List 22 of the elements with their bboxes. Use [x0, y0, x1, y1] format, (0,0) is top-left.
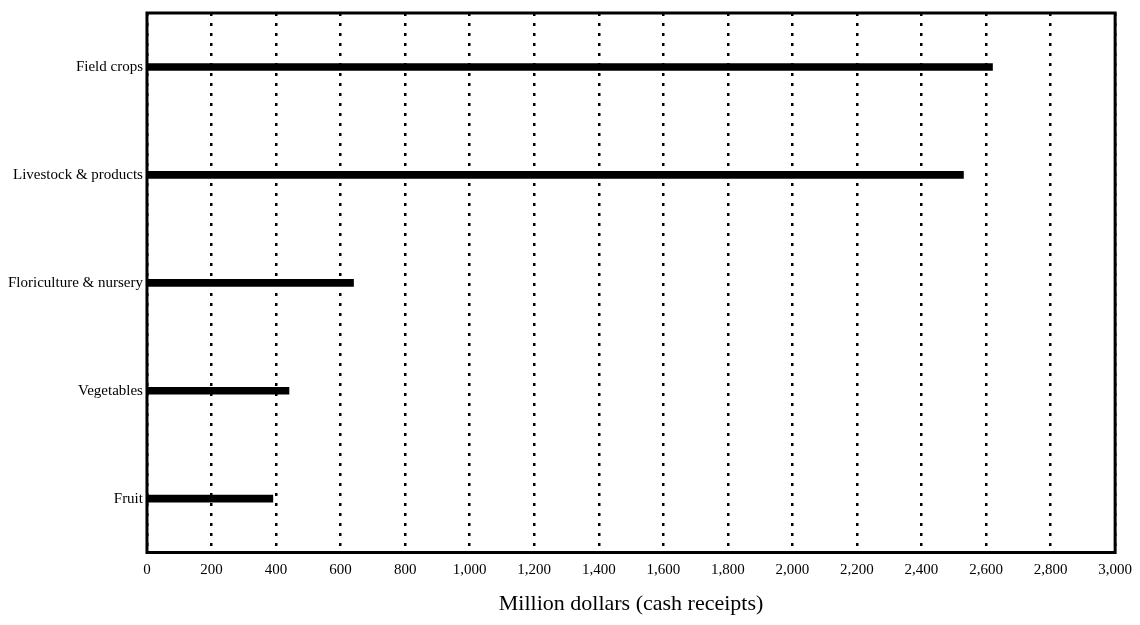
y-tick-label: Fruit — [113, 489, 144, 506]
x-tick-label: 1,800 — [710, 560, 745, 577]
x-tick-label: 2,800 — [1033, 560, 1068, 577]
x-tick-label: 3,000 — [1098, 560, 1132, 577]
x-tick-label: 0 — [143, 560, 151, 577]
x-tick-label: 1,600 — [646, 560, 681, 577]
x-tick-label: 1,000 — [452, 560, 487, 577]
x-tick-label: 2,400 — [904, 560, 939, 577]
x-axis-title: Million dollars (cash receipts) — [498, 589, 764, 615]
x-tick-label: 200 — [200, 560, 223, 577]
x-tick-label: 400 — [264, 560, 288, 577]
x-tick-label: 800 — [393, 560, 417, 577]
x-tick-label: 2,600 — [969, 560, 1003, 577]
x-tick-label: 1,400 — [581, 560, 616, 577]
y-tick-label: Livestock & products — [12, 165, 144, 182]
y-tick-label: Field crops — [75, 57, 144, 74]
y-tick-label: Vegetables — [77, 381, 144, 398]
x-tick-label: 1,200 — [517, 560, 552, 577]
x-tick-label: 2,000 — [775, 560, 810, 577]
x-tick-label: 2,200 — [840, 560, 874, 577]
x-tick-label: 600 — [329, 560, 352, 577]
y-tick-label: Floriculture & nursery — [7, 273, 144, 290]
